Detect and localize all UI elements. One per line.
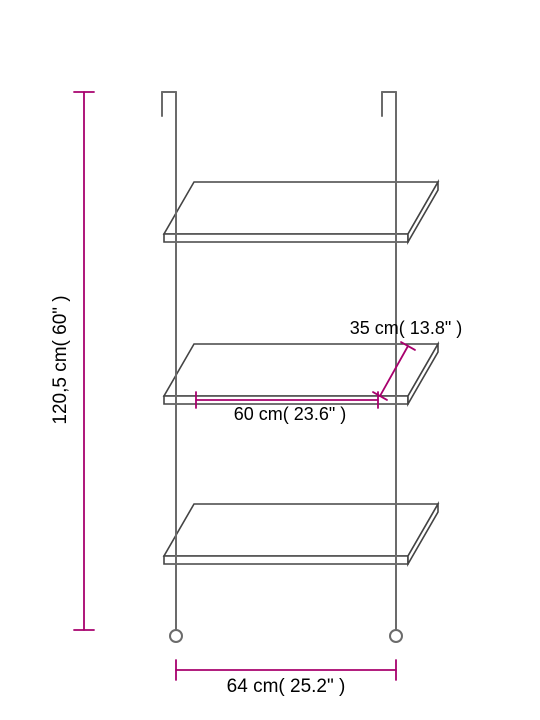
dimension-height: 120,5 cm( 60" ) [50, 92, 84, 630]
dimension-height-label: 120,5 cm( 60" ) [50, 295, 71, 424]
dimension-shelf-width-label: 60 cm( 23.6" ) [234, 404, 346, 424]
dimension-width-bottom-label: 64 cm( 25.2" ) [227, 676, 346, 697]
dimension-width-bottom: 64 cm( 25.2" ) [176, 670, 396, 697]
dimension-shelf-depth-label: 35 cm( 13.8" ) [350, 318, 462, 338]
